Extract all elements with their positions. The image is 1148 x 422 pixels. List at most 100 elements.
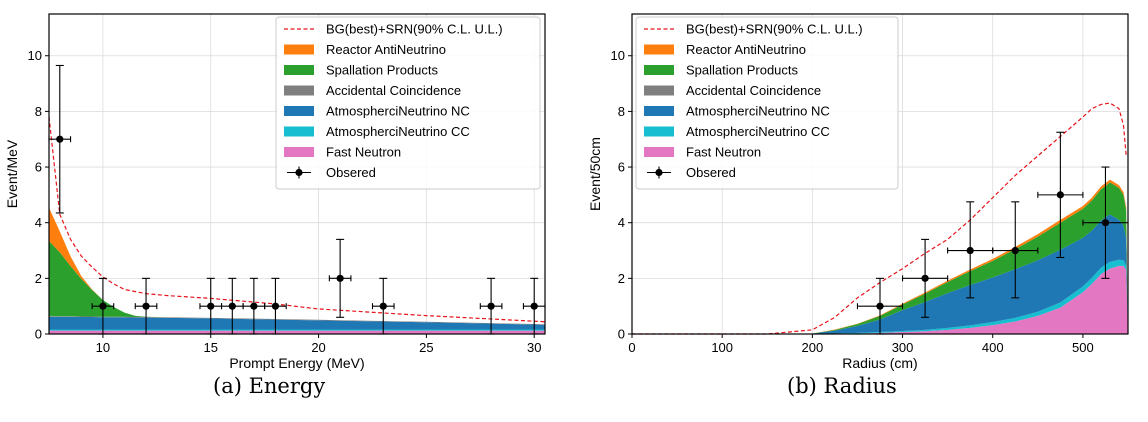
- legend-box: [635, 16, 899, 190]
- legend-item-fast-neutron: Fast Neutron: [644, 145, 761, 160]
- legend-handle: [644, 44, 674, 55]
- legend-item-obsered: Obsered: [647, 165, 736, 180]
- legend-handle: [644, 85, 674, 96]
- x-tick-label: 100: [711, 340, 733, 355]
- y-tick-label: 2: [618, 271, 625, 286]
- legend-handle-marker: [295, 168, 303, 177]
- x-tick-label: 25: [419, 340, 433, 355]
- y-tick-label: 4: [618, 215, 625, 230]
- legend-item-spallation-products: Spallation Products: [644, 63, 799, 78]
- observed-marker: [250, 302, 258, 310]
- observed-marker: [207, 302, 215, 310]
- observed-marker: [876, 302, 884, 310]
- legend-handle-marker: [655, 168, 663, 177]
- legend-box: [275, 16, 541, 190]
- legend-handle: [284, 106, 314, 116]
- line-bg-srn-upper-limit: [632, 102, 1127, 335]
- legend-label: BG(best)+SRN(90% C.L. U.L.): [326, 22, 503, 37]
- y-tick-label: 10: [28, 48, 42, 63]
- area-atmosphercineutrino-cc: [49, 329, 545, 331]
- legend-item-obsered: Obsered: [287, 165, 376, 180]
- y-tick-label: 0: [618, 327, 625, 342]
- y-tick-label: 8: [618, 104, 625, 119]
- x-axis-label: Prompt Energy (MeV): [229, 355, 364, 371]
- observed-point: [1037, 131, 1084, 259]
- legend-item-atmosphercineutrino-cc: AtmospherciNeutrino CC: [644, 124, 830, 139]
- plot-frame: [48, 13, 546, 335]
- observed-marker: [336, 274, 344, 282]
- legend-item-accidental-coincidence: Accidental Coincidence: [644, 83, 821, 98]
- observed-marker: [228, 302, 236, 310]
- legend-label: Reactor AntiNeutrino: [326, 42, 446, 57]
- observed-point: [947, 201, 994, 299]
- legend-label: Accidental Coincidence: [326, 83, 461, 98]
- observed-marker: [966, 246, 974, 255]
- area-accidental-coincidence: [49, 316, 545, 325]
- legend-handle: [284, 147, 314, 157]
- y-axis-label: Event/MeV: [4, 139, 20, 208]
- x-axis-label: Radius (cm): [842, 355, 917, 371]
- observed-point: [901, 238, 949, 318]
- x-tick-label: 30: [527, 340, 541, 355]
- y-tick-label: 0: [35, 327, 42, 342]
- legend-item-reactor-antineutrino: Reactor AntiNeutrino: [644, 42, 806, 57]
- legend-item-atmosphercineutrino-nc: AtmospherciNeutrino NC: [644, 104, 830, 119]
- legend-handle: [284, 126, 314, 137]
- area-fast-neutron: [49, 330, 545, 334]
- chart-panel-2: 0 100 200 300 400 500 0 2 4 6 8 10 Radius (cm) Event/…: [587, 13, 1129, 371]
- area-atmosphercineutrino-nc: [632, 214, 1128, 334]
- x-tick-label: 0: [628, 340, 635, 355]
- legend-label: Obsered: [326, 165, 376, 180]
- x-tick-label: 300: [892, 340, 914, 355]
- legend-item-fast-neutron: Fast Neutron: [284, 145, 401, 160]
- legend-label: Reactor AntiNeutrino: [686, 42, 806, 57]
- area-fast-neutron: [632, 265, 1128, 334]
- observed-point: [48, 64, 72, 214]
- legend-handle: [284, 65, 314, 75]
- legend: BG(best)+SRN(90% C.L. U.L.) Reactor AntiN…: [635, 16, 899, 190]
- y-tick-label: 6: [35, 160, 42, 175]
- legend-handle: [644, 147, 674, 157]
- legend-label: Spallation Products: [686, 63, 799, 78]
- observed-marker: [1056, 191, 1064, 199]
- legend-handle: [644, 65, 674, 75]
- x-tick-label: 15: [204, 340, 218, 355]
- y-tick-label: 8: [35, 104, 42, 119]
- legend-item-spallation-products: Spallation Products: [284, 63, 439, 78]
- observed-marker: [1101, 219, 1110, 227]
- observed-marker: [142, 302, 150, 310]
- observed-marker: [921, 274, 929, 282]
- y-tick-label: 2: [35, 271, 42, 286]
- x-tick-label: 20: [311, 340, 325, 355]
- observed-marker: [1011, 246, 1019, 255]
- y-tick-label: 10: [611, 48, 625, 63]
- area-spallation-products: [49, 241, 545, 325]
- x-tick-label: 10: [96, 340, 110, 355]
- legend: BG(best)+SRN(90% C.L. U.L.) Reactor AntiN…: [275, 16, 541, 190]
- legend-label: AtmospherciNeutrino CC: [326, 124, 470, 139]
- legend-handle: [284, 44, 314, 55]
- legend-item-accidental-coincidence: Accidental Coincidence: [284, 83, 461, 98]
- observed-point: [992, 201, 1039, 299]
- observed-marker: [56, 135, 64, 143]
- caption-radius: (b) Radius: [787, 374, 897, 398]
- legend-handle: [644, 126, 674, 137]
- x-tick-label: 400: [982, 340, 1004, 355]
- legend-handle: [284, 85, 314, 96]
- y-tick-label: 6: [618, 160, 625, 175]
- x-tick-label: 500: [1072, 340, 1094, 355]
- y-axis-label: Event/50cm: [587, 137, 603, 211]
- observed-point: [264, 277, 287, 335]
- chart-panel-1: 10 15 20 25 30 0 2 4 6 8 10 Prompt Energy (MeV) Even…: [4, 13, 546, 371]
- observed-marker: [99, 302, 107, 310]
- caption-energy: (a) Energy: [213, 374, 326, 398]
- legend-label: AtmospherciNeutrino NC: [686, 104, 830, 119]
- area-atmosphercineutrino-nc: [49, 316, 545, 330]
- legend-handle: [644, 106, 674, 116]
- legend-item-atmosphercineutrino-cc: AtmospherciNeutrino CC: [284, 124, 470, 139]
- legend-label: AtmospherciNeutrino NC: [326, 104, 470, 119]
- legend-item-bg-best-srn-90-c-l-u-l: BG(best)+SRN(90% C.L. U.L.): [644, 22, 863, 37]
- legend-item-bg-best-srn-90-c-l-u-l: BG(best)+SRN(90% C.L. U.L.): [284, 22, 503, 37]
- legend-label: Obsered: [686, 165, 736, 180]
